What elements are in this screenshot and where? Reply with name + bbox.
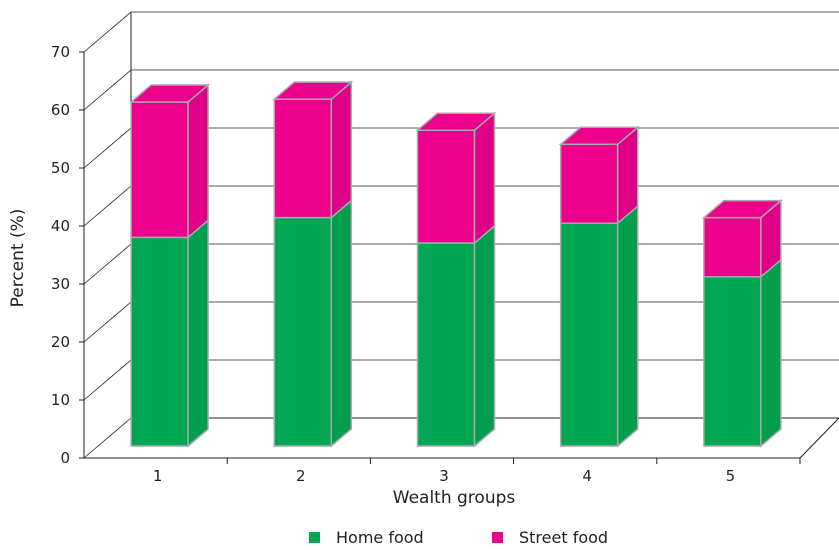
y-tick-label: 10 xyxy=(51,391,70,409)
x-tick-label: 2 xyxy=(296,467,306,485)
x-tick-label: 4 xyxy=(582,467,592,485)
bar-side xyxy=(187,83,209,239)
y-axis-title: Percent (%) xyxy=(8,209,28,308)
bar-side xyxy=(187,218,209,448)
side-wall-line xyxy=(83,11,132,53)
side-wall-line xyxy=(83,243,132,285)
y-tick-label: 40 xyxy=(51,217,70,235)
bar-front xyxy=(559,143,619,224)
bar-front xyxy=(703,216,762,278)
legend-swatch xyxy=(492,532,503,543)
axes xyxy=(79,51,801,464)
bar-front xyxy=(416,242,476,447)
bar-side xyxy=(330,80,353,220)
bar-side xyxy=(473,111,496,245)
x-tick-label: 1 xyxy=(153,467,163,485)
side-wall-line xyxy=(83,185,132,227)
y-tick-label: 60 xyxy=(51,101,70,119)
legend-swatch xyxy=(309,532,320,543)
bars xyxy=(129,80,783,448)
bar-side xyxy=(473,224,496,448)
side-wall-line xyxy=(83,127,132,169)
y-tick-label: 50 xyxy=(51,159,70,177)
floor-right-edge xyxy=(799,417,839,459)
bar-top xyxy=(129,84,211,103)
y-tick-labels: 0 10 20 30 40 50 60 70 xyxy=(51,43,70,467)
bar-front xyxy=(130,236,189,447)
side-wall-line xyxy=(83,301,132,343)
bar-top xyxy=(272,81,354,100)
bar-front xyxy=(273,216,333,447)
x-axis-title: Wealth groups xyxy=(393,488,516,508)
y-tick-label: 70 xyxy=(51,43,70,61)
legend-label: Street food xyxy=(519,528,608,547)
side-wall-line xyxy=(83,69,132,111)
bar-front xyxy=(416,129,476,244)
y-tick-label: 0 xyxy=(60,449,70,467)
legend: Home food Street food xyxy=(309,528,608,547)
bar-side xyxy=(330,198,353,448)
legend-label: Home food xyxy=(336,528,424,547)
bar-side xyxy=(616,204,639,448)
y-tick-label: 30 xyxy=(51,275,70,293)
bar-front xyxy=(130,101,189,239)
side-wall-line xyxy=(83,359,132,401)
bar-top xyxy=(701,199,783,219)
x-tick-label: 3 xyxy=(439,467,449,485)
bar-front xyxy=(703,276,762,447)
bar-top xyxy=(415,112,497,131)
x-tick-label: 5 xyxy=(726,467,736,485)
bar-top xyxy=(558,126,640,146)
x-tick-labels: 1 2 3 4 5 xyxy=(153,467,735,485)
bar-side xyxy=(760,258,782,448)
bar-front xyxy=(559,222,619,447)
bar-front xyxy=(273,98,333,219)
y-tick-label: 20 xyxy=(51,333,70,351)
side-wall-line xyxy=(83,417,132,459)
